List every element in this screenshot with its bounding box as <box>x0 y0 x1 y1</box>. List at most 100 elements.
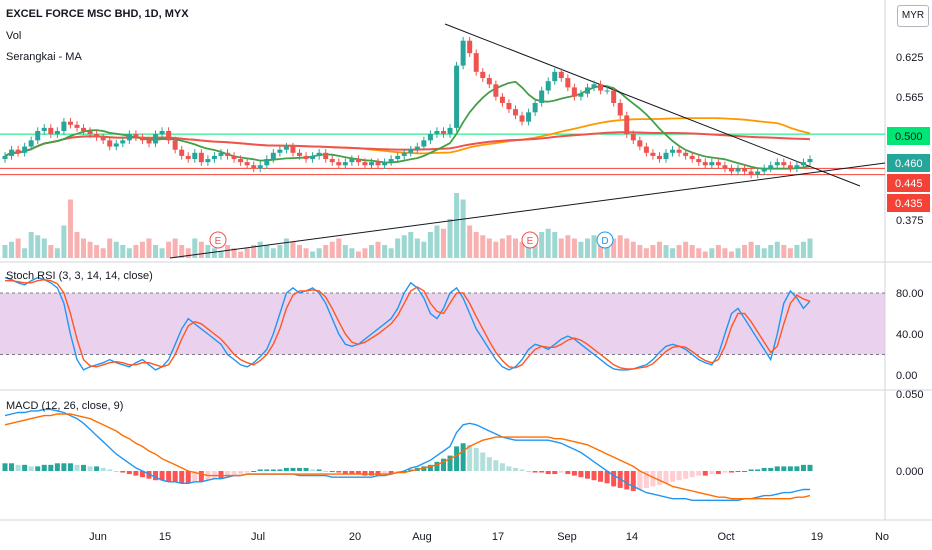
volume-bar <box>15 238 21 258</box>
volume-bar <box>637 245 643 258</box>
candle <box>54 131 60 135</box>
candle <box>28 140 34 147</box>
volume-bar <box>486 238 492 258</box>
time-axis-tick: Oct <box>717 531 734 543</box>
macd-histogram-bar <box>499 463 505 471</box>
volume-bar <box>440 228 446 258</box>
candle <box>807 159 813 163</box>
volume-bar <box>113 241 119 258</box>
volume-bar <box>139 241 145 258</box>
macd-histogram-bar <box>87 466 93 471</box>
volume-bar <box>257 241 263 258</box>
price-axis-tick: 0.625 <box>896 52 924 64</box>
trendline-resistance <box>444 23 861 187</box>
volume-bar <box>643 248 649 258</box>
candle <box>146 140 152 144</box>
volume-bar <box>696 248 702 258</box>
macd-histogram-bar <box>120 471 126 473</box>
candle <box>598 84 604 91</box>
volume-bar <box>493 241 499 258</box>
price-label: 0.435 <box>895 198 923 210</box>
macd-histogram-bar <box>81 464 87 471</box>
macd-histogram-bar <box>532 471 538 473</box>
macd-histogram-bar <box>558 471 564 473</box>
candle <box>774 162 780 166</box>
candle <box>630 134 636 141</box>
candle <box>225 152 231 156</box>
macd-histogram-bar <box>277 469 283 471</box>
macd-histogram-bar <box>303 467 309 471</box>
candle <box>519 115 525 122</box>
currency-button[interactable]: MYR <box>897 5 929 27</box>
candle <box>447 127 453 135</box>
volume-bar <box>650 245 656 258</box>
volume-bar <box>22 248 28 258</box>
volume-bar <box>552 232 558 258</box>
time-axis-tick: Jun <box>89 531 107 543</box>
candle <box>532 102 538 113</box>
macd-histogram-bar <box>584 471 590 479</box>
macd-histogram-bar <box>48 464 54 471</box>
candle <box>539 90 545 103</box>
candle <box>238 159 244 163</box>
event-marker-label: D <box>601 236 608 247</box>
macd-histogram-bar <box>139 471 145 478</box>
volume-bar <box>172 238 178 258</box>
volume-bar <box>715 245 721 258</box>
candle <box>172 140 178 150</box>
macd-histogram-bar <box>768 467 774 471</box>
macd-histogram-bar <box>447 455 453 471</box>
volume-bar <box>512 238 518 258</box>
macd-histogram-bar <box>257 469 263 471</box>
candle <box>689 155 695 160</box>
volume-bar <box>329 241 335 258</box>
candle <box>185 155 191 160</box>
candle <box>329 159 335 163</box>
candle <box>74 124 80 128</box>
candle <box>2 155 8 160</box>
macd-histogram-bar <box>473 447 479 471</box>
volume-bar <box>447 219 453 258</box>
time-axis-tick: 19 <box>811 531 823 543</box>
candle <box>297 152 303 156</box>
macd-histogram-bar <box>211 471 217 479</box>
volume-bar <box>159 248 165 258</box>
macd-histogram-bar <box>755 469 761 471</box>
candle <box>794 165 800 169</box>
macd-histogram-bar <box>421 466 427 471</box>
candle <box>107 140 113 147</box>
volume-bar <box>244 248 250 258</box>
macd-histogram-bar <box>670 471 676 482</box>
volume-bar <box>565 235 571 258</box>
macd-histogram-bar <box>54 463 60 471</box>
time-axis-tick: 14 <box>626 531 638 543</box>
candle <box>369 162 375 166</box>
volume-bar <box>604 241 610 258</box>
macd-histogram-bar <box>552 471 558 475</box>
price-label-box <box>887 174 930 192</box>
price-label: 0.460 <box>895 158 923 170</box>
candle <box>401 152 407 156</box>
candle <box>362 162 368 166</box>
candle <box>670 149 676 153</box>
macd-histogram-bar <box>270 469 276 471</box>
macd-histogram-bar <box>166 471 172 482</box>
candle <box>637 140 643 147</box>
volume-bar <box>67 199 73 258</box>
macd-histogram-bar <box>218 471 224 479</box>
candle <box>133 134 139 138</box>
volume-bar <box>630 241 636 258</box>
volume-bar <box>179 245 185 258</box>
volume-bar <box>401 235 407 258</box>
macd-histogram-bar <box>74 464 80 471</box>
candle <box>303 155 309 160</box>
volume-bar <box>316 248 322 258</box>
macd-histogram-bar <box>179 471 185 484</box>
macd-histogram-bar <box>107 469 113 471</box>
macd-histogram-bar <box>598 471 604 482</box>
volume-bar <box>624 238 630 258</box>
macd-histogram-bar <box>297 467 303 471</box>
candle <box>571 87 577 97</box>
candle <box>67 121 73 125</box>
candle <box>755 171 761 175</box>
